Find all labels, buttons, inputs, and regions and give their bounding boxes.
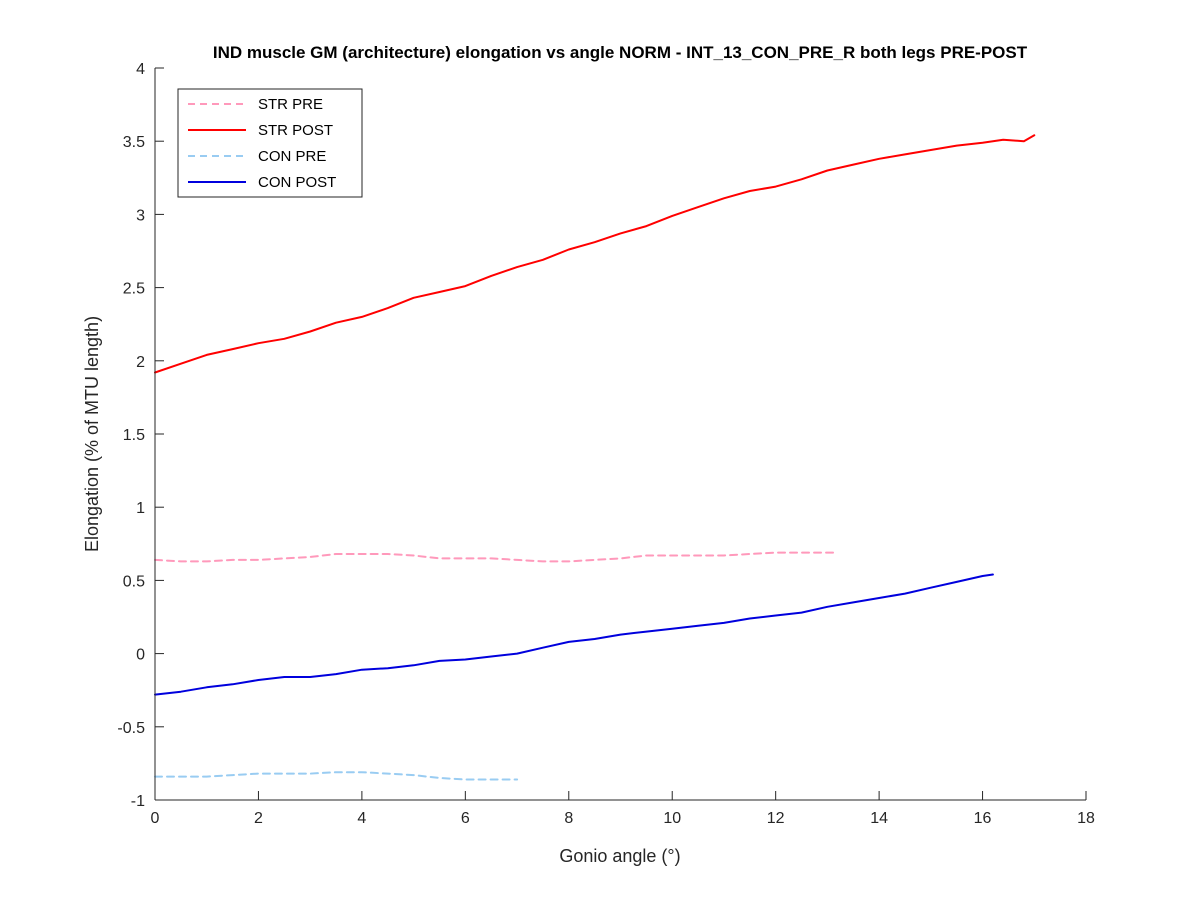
x-tick-label: 2: [254, 810, 263, 827]
x-ticks: 0 2 4 6 8 10 12 14 16 18: [151, 791, 1095, 827]
legend[interactable]: STR PRE STR POST CON PRE CON POST: [177, 88, 363, 198]
legend-label-str-pre: STR PRE: [258, 96, 323, 113]
legend-box: [177, 88, 363, 198]
y-tick-label: 0.5: [123, 573, 145, 590]
y-tick-label: -1: [131, 793, 145, 810]
y-tick-label: -0.5: [117, 720, 145, 737]
x-tick-label: 10: [663, 810, 681, 827]
legend-label-con-post: CON POST: [258, 174, 336, 191]
chart-title: IND muscle GM (architecture) elongation …: [213, 43, 1028, 62]
x-tick-label: 18: [1077, 810, 1095, 827]
series-line-con-pre: [154, 771, 519, 781]
series-line-con-post: [154, 573, 994, 696]
x-tick-label: 16: [974, 810, 992, 827]
y-tick-label: 1: [136, 500, 145, 517]
y-ticks: -1 -0.5 0 0.5 1 1.5 2 2.5 3 3.5 4: [117, 61, 164, 810]
series-lines: [154, 134, 1036, 781]
x-tick-label: 12: [767, 810, 785, 827]
legend-label-str-post: STR POST: [258, 122, 333, 139]
legend-items: STR PRE STR POST CON PRE CON POST: [188, 96, 336, 191]
x-tick-label: 8: [564, 810, 573, 827]
y-tick-label: 4: [136, 61, 145, 78]
y-tick-label: 3.5: [123, 134, 145, 151]
x-tick-label: 14: [870, 810, 888, 827]
y-tick-label: 0: [136, 647, 145, 664]
x-tick-label: 6: [461, 810, 470, 827]
series-line-str-post: [154, 134, 1036, 374]
y-tick-label: 2: [136, 354, 145, 371]
x-tick-label: 4: [357, 810, 366, 827]
y-tick-label: 3: [136, 207, 145, 224]
y-axis-label: Elongation (% of MTU length): [82, 316, 102, 552]
x-tick-label: 0: [151, 810, 160, 827]
legend-label-con-pre: CON PRE: [258, 148, 326, 165]
x-axis-label: Gonio angle (°): [559, 846, 680, 866]
y-tick-label: 1.5: [123, 427, 145, 444]
series-line-str-pre: [154, 551, 839, 563]
y-tick-label: 2.5: [123, 281, 145, 298]
